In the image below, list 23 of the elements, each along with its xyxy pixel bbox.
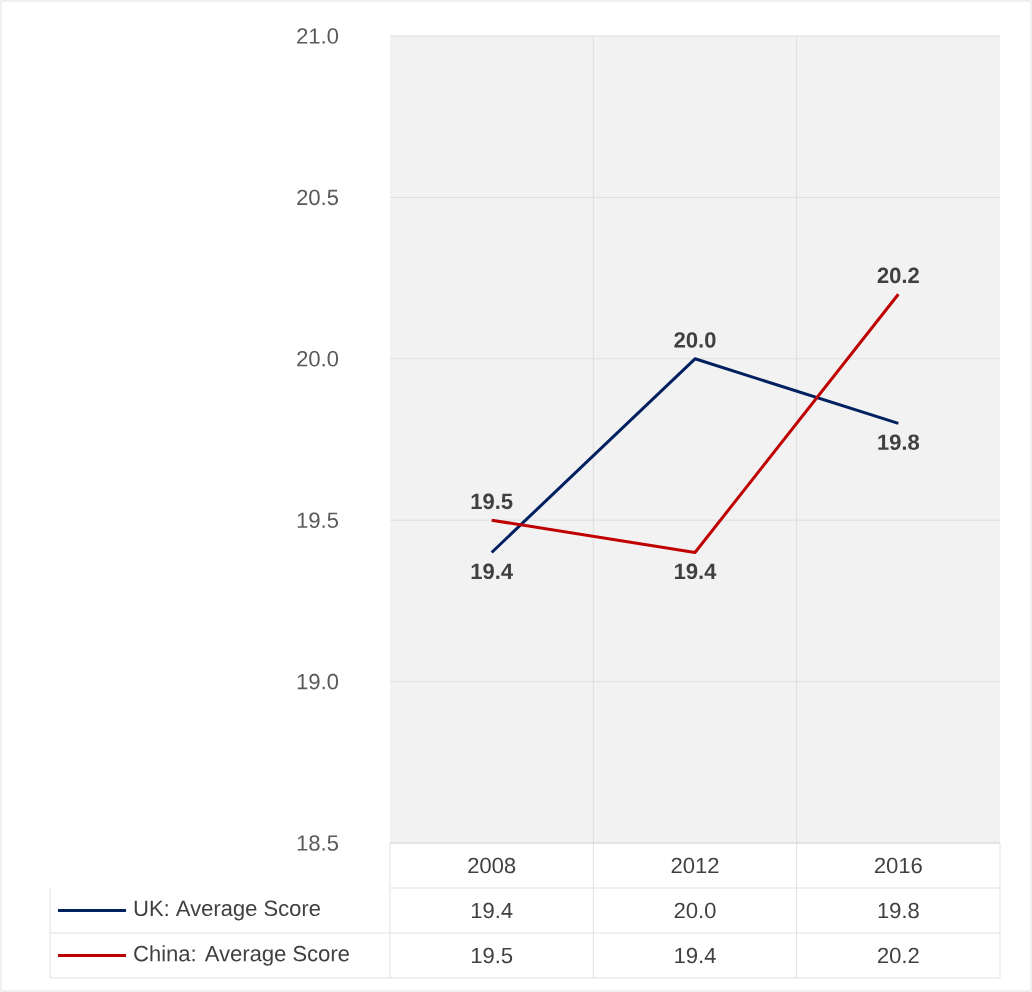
legend-label: China: Average Score bbox=[134, 945, 349, 966]
text: 20.2 bbox=[877, 267, 919, 284]
text: 19.5 bbox=[471, 493, 513, 510]
text: 19.8 bbox=[878, 434, 920, 450]
legend-label: UK: Average Score bbox=[134, 900, 320, 921]
y-tick-label: 20.0 bbox=[297, 351, 339, 367]
data-label: 19.8 bbox=[878, 902, 919, 919]
x-tick-label: 2012 bbox=[671, 857, 719, 874]
data-label: 20.2 bbox=[878, 947, 919, 964]
y-tick-label: 18.5 bbox=[297, 835, 338, 851]
x-tick-label: 2008 bbox=[468, 857, 516, 874]
y-tick-label: 19.0 bbox=[297, 673, 339, 690]
y-tick-label: 21.0 bbox=[297, 28, 339, 44]
y-tick-label: 19.5 bbox=[297, 512, 338, 528]
text: 19.4 bbox=[471, 563, 513, 580]
text: 19.4 bbox=[674, 563, 717, 580]
data-label: 19.4 bbox=[471, 902, 513, 919]
data-label: 19.4 bbox=[675, 947, 716, 964]
y-tick-label: 20.5 bbox=[297, 189, 338, 206]
data-label: 20.0 bbox=[674, 902, 716, 919]
text: 20.0 bbox=[674, 332, 716, 348]
data-label: 19.5 bbox=[471, 947, 513, 964]
x-tick-label: 2016 bbox=[874, 857, 922, 874]
